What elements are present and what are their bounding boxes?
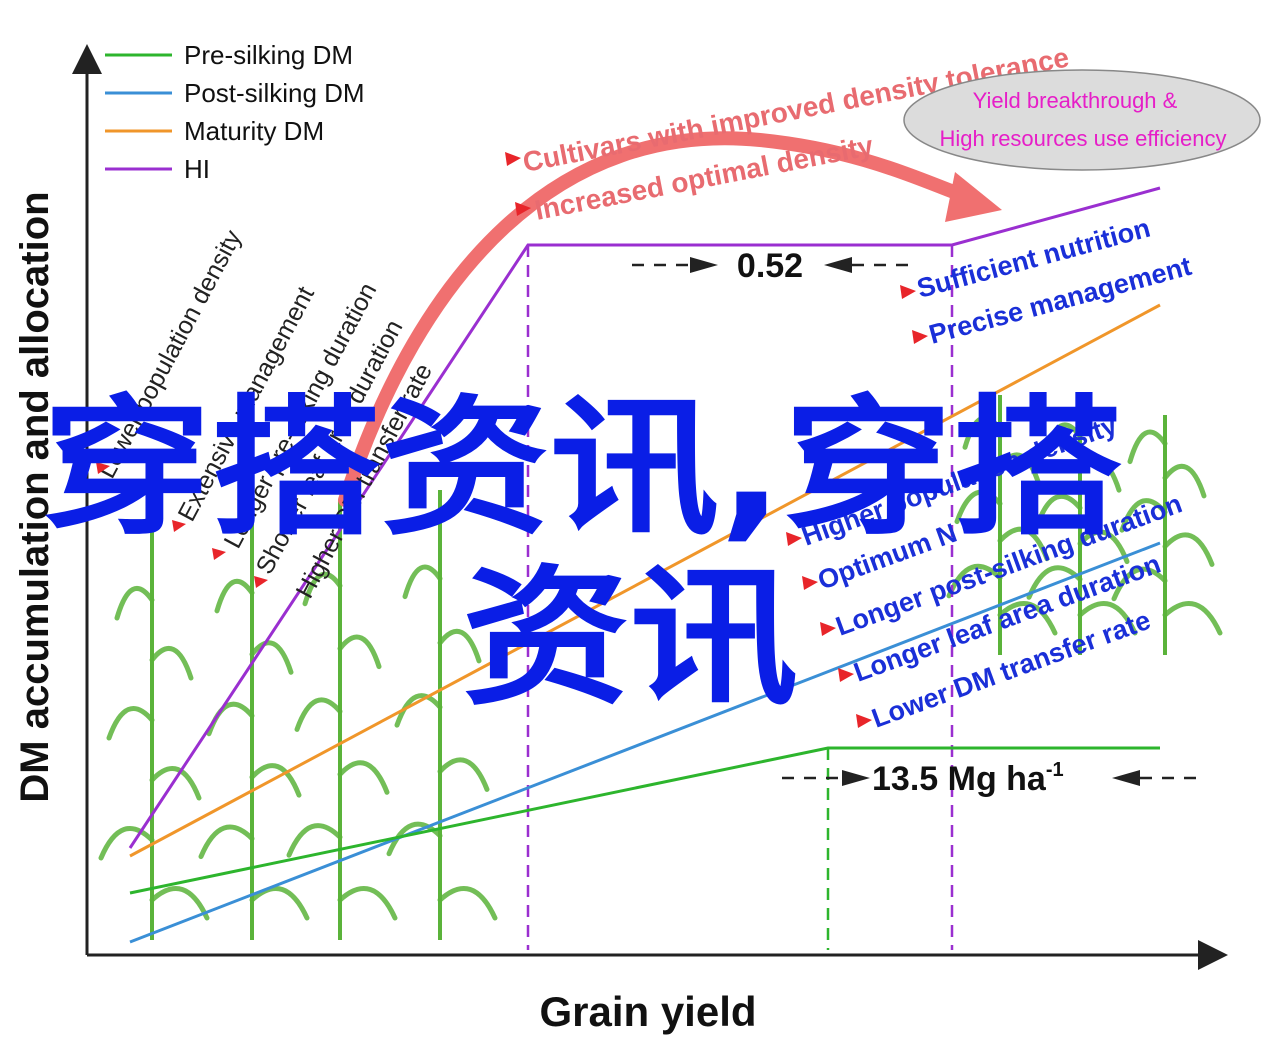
- bullet-arrow-icon: [838, 668, 854, 682]
- corn-leaf: [214, 579, 255, 614]
- corn-leaf: [294, 697, 343, 732]
- corn-leaf: [1127, 429, 1168, 465]
- corn-leaf: [249, 885, 310, 921]
- arrow-left-icon: [824, 257, 852, 273]
- corn-leaf: [1034, 494, 1083, 529]
- corn-leaf: [98, 825, 155, 861]
- bullet-arrow-icon: [96, 462, 110, 474]
- corn-leaf: [149, 885, 210, 921]
- corn-leaf: [286, 823, 343, 858]
- corn-leaf: [114, 586, 155, 621]
- arrow-right-icon: [842, 770, 870, 786]
- goal-bubble: [903, 69, 1261, 171]
- legend-label-maturity: Maturity DM: [184, 116, 324, 146]
- goal-line1: Yield breakthrough &: [973, 88, 1178, 113]
- corn-leaf: [962, 415, 1003, 450]
- corn-leaf: [149, 646, 194, 681]
- corn-leaf: [997, 452, 1042, 487]
- bullet-arrow-icon: [172, 520, 186, 532]
- bullet-arrow-icon: [802, 576, 818, 590]
- improvement-arrow: [338, 131, 982, 507]
- pre-silking-dm-line: [129, 746, 1160, 895]
- corn-plants-illustration: [98, 395, 1223, 940]
- legend-label-pre-silking: Pre-silking DM: [184, 40, 353, 70]
- bullet-arrow-icon: [254, 576, 268, 588]
- goal-ellipse: Yield breakthrough & High resources use …: [903, 69, 1261, 171]
- bullet-arrow-icon: [515, 202, 531, 216]
- legend-label-hi: HI: [184, 154, 210, 184]
- legend-label-post-silking: Post-silking DM: [184, 78, 365, 108]
- corn-leaf: [249, 763, 302, 798]
- bullet-arrow-icon: [912, 330, 928, 344]
- corn-leaf: [1162, 464, 1207, 499]
- x-axis-label: Grain yield: [539, 988, 756, 1035]
- corn-leaf: [437, 629, 482, 664]
- hi-value-annotation: 0.52: [632, 247, 910, 285]
- corn-leaf: [337, 760, 390, 795]
- corn-leaf: [1119, 498, 1168, 533]
- hi-line: [128, 186, 1161, 849]
- hi-value: 0.52: [737, 247, 803, 285]
- y-axis-label: DM accumulation and allocation: [13, 191, 57, 802]
- corn-leaf: [1042, 422, 1083, 457]
- bullet-arrow-icon: [505, 152, 521, 166]
- corn-leaf: [106, 706, 155, 741]
- axes: [72, 44, 1228, 970]
- corn-leaf: [198, 824, 255, 860]
- corn-leaf: [997, 600, 1058, 636]
- corn-leaf: [1077, 600, 1138, 636]
- corn-leaf: [337, 885, 398, 921]
- corn-leaf: [302, 571, 343, 607]
- watermark-line1: 穿搭资讯,穿搭: [42, 382, 1122, 556]
- corn-leaf: [149, 766, 202, 801]
- corn-leaf: [402, 564, 443, 600]
- bullet-arrow-icon: [856, 714, 872, 728]
- goal-line2: High resources use efficiency: [940, 126, 1227, 151]
- corn-leaf: [249, 640, 294, 675]
- bullet-arrow-icon: [820, 622, 836, 636]
- watermark-line2: 资讯: [462, 552, 798, 726]
- corn-leaf: [437, 757, 490, 792]
- corn-leaf: [394, 693, 443, 728]
- corn-leaf: [337, 634, 382, 670]
- bullet-arrow-icon: [900, 285, 916, 299]
- legend: Pre-silking DM Post-silking DM Maturity …: [105, 40, 365, 184]
- corn-leaf: [1077, 458, 1122, 493]
- corn-leaf: [1162, 600, 1223, 636]
- arrow-left-icon: [1112, 770, 1140, 786]
- corn-leaf: [1162, 532, 1215, 567]
- yield-value: 13.5 Mg ha-1: [872, 759, 1064, 798]
- bullet-arrow-icon: [212, 548, 226, 560]
- corn-leaf: [437, 885, 498, 921]
- maturity-dm-line: [129, 303, 1161, 858]
- bullet-arrow-icon: [786, 532, 802, 546]
- arrow-right-icon: [690, 257, 718, 273]
- improvement-arrow-head: [945, 172, 1002, 222]
- post-silking-dm-line: [129, 541, 1161, 944]
- yield-value-annotation: 13.5 Mg ha-1: [782, 759, 1198, 798]
- corn-leaf: [954, 489, 1003, 525]
- corn-leaf: [1077, 529, 1130, 565]
- corn-leaf: [1026, 565, 1083, 600]
- corn-leaf: [1111, 566, 1168, 602]
- corn-leaf: [997, 526, 1050, 562]
- watermark: 穿搭资讯,穿搭 资讯: [42, 382, 1122, 726]
